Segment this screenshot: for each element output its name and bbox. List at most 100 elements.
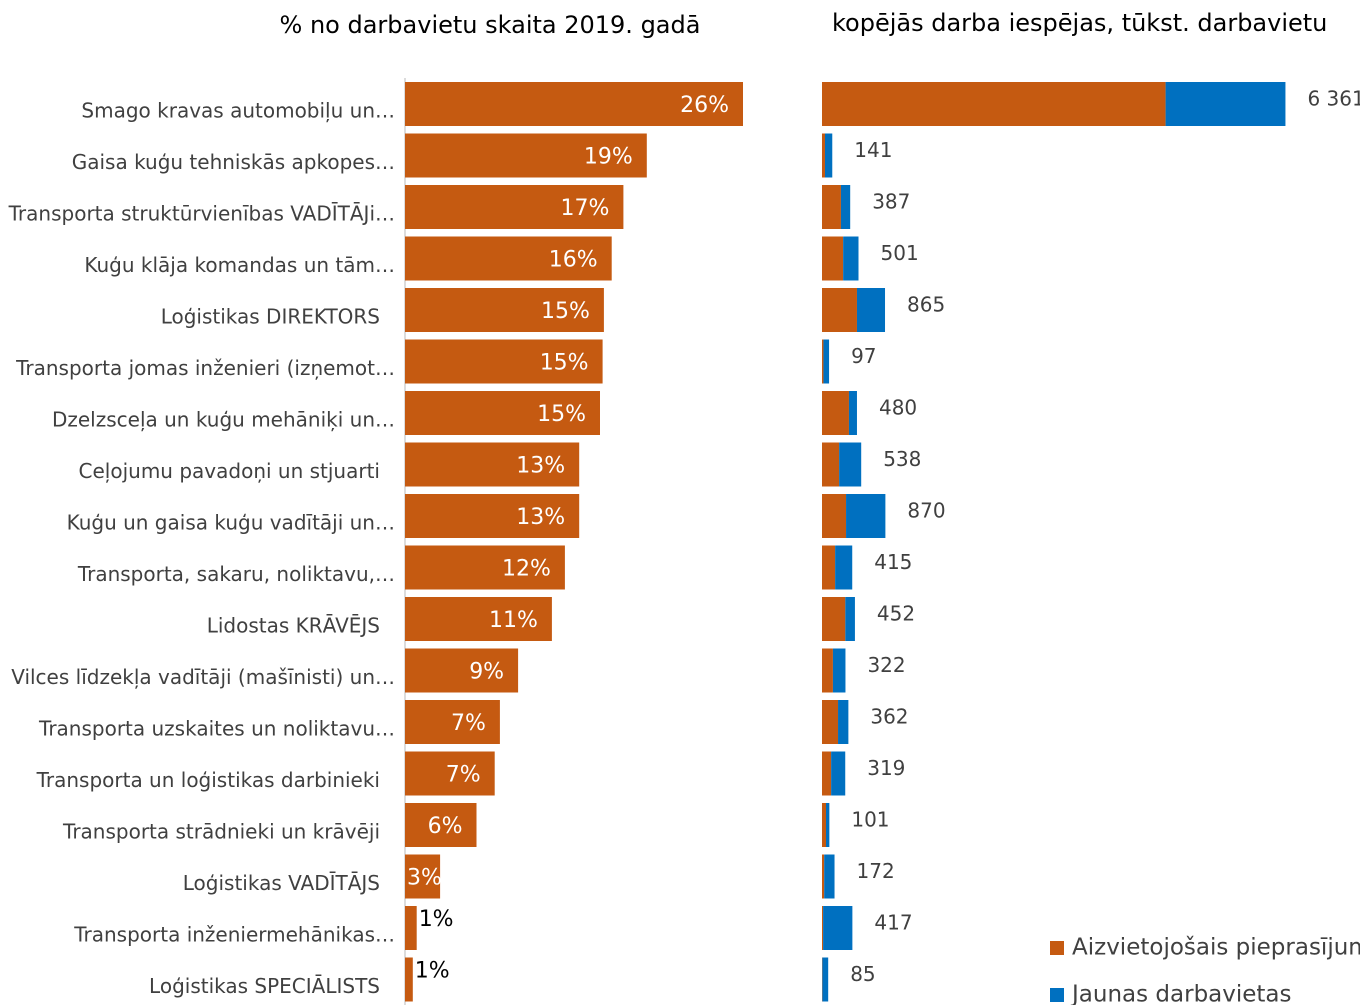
total-label: 452 [877,602,915,626]
bar-segment [831,751,846,796]
bar-segment [822,906,824,950]
bar [405,185,624,229]
total-label: 501 [881,241,919,265]
bar [405,700,500,744]
bar-segment [835,545,853,590]
total-label: 480 [879,396,917,420]
category-label: Vilces līdzekļa vadītāji (mašīnisti) un… [11,665,395,689]
bar-segment [838,700,849,744]
bar-segment [856,288,886,332]
bar-segment [826,803,830,847]
total-label: 387 [872,190,910,214]
total-label: 141 [854,138,892,162]
total-label: 172 [857,859,895,883]
value-label: 13% [516,454,565,479]
bar-segment [822,700,839,744]
bar-segment [822,751,832,796]
value-label: 9% [469,660,504,685]
category-label: Gaisa kuģu tehniskās apkopes… [72,150,395,174]
total-label: 417 [874,911,912,935]
bar-segment [1165,82,1286,126]
bar-segment [840,185,851,229]
category-label: Transporta un loģistikas darbinieki [36,768,380,792]
total-label: 865 [907,293,945,317]
value-label: 12% [502,557,551,582]
bar-segment [823,339,830,384]
bar [405,751,495,796]
bar-segment [822,133,825,178]
category-label: Transporta struktūrvienības VADĪTĀJi… [8,202,395,226]
value-label: 7% [451,711,486,736]
bar [405,494,580,538]
bar [405,82,743,126]
legend-label: Jaunas darbavietas [1070,982,1292,1005]
bar-segment [822,288,857,332]
category-label: Dzelzsceļa un kuģu mehāniķi un… [52,408,395,432]
value-label: 6% [428,814,463,839]
category-label: Smago kravas automobiļu un… [81,99,395,123]
bar-segment [824,854,835,899]
value-label: 13% [516,505,565,530]
category-label: Loģistikas VADĪTĀJS [183,871,380,895]
value-label: 3% [407,866,442,891]
category-label: Ceļojumu pavadoņi un stjuarti [79,459,380,483]
total-label: 97 [851,344,876,368]
category-label: Transporta inženiermehānikas… [73,923,395,947]
legend-swatch [1050,941,1064,955]
bar [405,648,519,693]
bar-segment [839,442,862,487]
bar-segment [822,442,840,487]
total-label: 362 [870,705,908,729]
value-label: 11% [489,608,538,633]
bar [405,597,552,641]
total-label: 322 [867,653,905,677]
value-label: 19% [584,145,633,170]
value-label: 7% [446,763,481,788]
category-label: Transporta strādnieki un krāvēji [62,820,380,844]
category-label: Loģistikas DIREKTORS [161,305,380,329]
bar [405,854,441,899]
bar-segment [848,391,857,435]
bar-segment [822,236,844,281]
bar-segment [822,854,825,899]
total-label: 101 [851,808,889,832]
total-label: 6 361 [1307,87,1360,111]
category-label: Lidostas KRĀVĒJS [207,614,380,638]
category-label: Loģistikas SPECIĀLISTS [149,974,380,998]
left-title: % no darbavietu skaita 2019. gadā [280,11,701,39]
bar [405,442,580,487]
bar-segment [832,648,846,693]
bar-segment [822,391,849,435]
category-label: Transporta uzskaites un noliktavu… [38,717,395,741]
value-label: 16% [549,248,598,273]
category-label: Kuģu klāja komandas un tām… [84,253,395,277]
bar-segment [822,545,836,590]
right-title: kopējās darba iespējas, tūkst. darbaviet… [832,9,1327,37]
legend-swatch [1050,988,1064,1002]
total-label: 415 [874,550,912,574]
bar-segment [822,648,833,693]
bar-segment [822,803,827,847]
total-label: 870 [907,499,945,523]
bar-segment [822,339,824,384]
value-label: 17% [560,196,609,221]
value-label: 15% [537,402,586,427]
bar-segment [843,236,859,281]
legend-label: Aizvietojošais pieprasījums [1072,935,1360,961]
bar-segment [846,494,886,538]
bar [405,391,600,435]
bar [405,133,647,178]
bar [405,288,604,332]
bar [405,339,603,384]
total-label: 85 [850,962,875,986]
bar [405,236,612,281]
category-label: Kuģu un gaisa kuģu vadītāji un… [67,511,395,535]
bar-segment [822,494,847,538]
bar-segment [822,185,841,229]
bar-segment [823,906,853,950]
bar [405,803,477,847]
bar [405,906,417,950]
value-label: 1% [419,907,454,932]
category-label: Transporta, sakaru, noliktavu,… [77,562,395,586]
